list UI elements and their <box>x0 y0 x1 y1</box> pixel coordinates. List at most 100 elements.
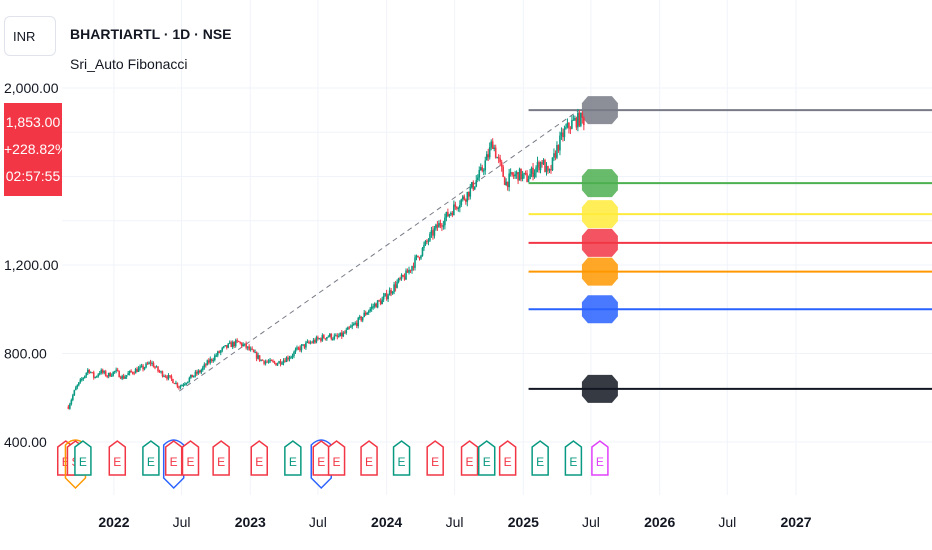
candle-body <box>378 300 380 302</box>
candle-body <box>243 343 246 345</box>
candle-body <box>320 338 322 341</box>
candle-body <box>212 360 215 362</box>
candle-body <box>363 312 366 318</box>
candle-body <box>478 170 481 178</box>
candle-body <box>145 363 147 368</box>
candle-body <box>539 162 542 171</box>
candle-body <box>436 224 439 228</box>
candle-body <box>75 387 77 391</box>
candle-body <box>218 351 221 353</box>
candle-body <box>196 371 198 374</box>
earnings-event-marker[interactable]: E <box>108 440 127 476</box>
earnings-event-marker[interactable]: E <box>360 440 378 476</box>
candle-body <box>296 347 298 350</box>
candle-body <box>234 340 237 347</box>
candle-body <box>433 228 436 236</box>
time-axis: 2022 Jul 2023 Jul 2024 Jul 2025 Jul 2026 Jul 2027 <box>98 514 811 530</box>
candle-body <box>193 375 195 378</box>
candle-body <box>499 158 501 162</box>
candle-body <box>527 179 530 182</box>
candle-body <box>348 327 351 329</box>
symbol-title[interactable]: BHARTIARTL · 1D · NSE <box>70 26 232 42</box>
candle-body <box>547 166 549 171</box>
earnings-event-marker[interactable]: E <box>591 440 609 476</box>
candle-body <box>506 181 509 188</box>
candle-body <box>279 361 282 365</box>
candle-body <box>346 327 349 330</box>
candle-body <box>275 363 277 366</box>
earnings-event-label: E <box>431 455 439 469</box>
earnings-event-marker[interactable]: E <box>531 440 549 476</box>
candle-body <box>469 187 472 197</box>
earnings-event-label: E <box>596 455 604 469</box>
earnings-event-marker[interactable]: E <box>250 440 268 476</box>
candle-body <box>426 240 428 242</box>
candle-body <box>370 306 373 309</box>
candle-body <box>199 370 201 373</box>
candle-body <box>113 371 116 373</box>
candle-body <box>415 255 418 258</box>
candle-body <box>236 340 238 342</box>
candle-body <box>451 212 454 216</box>
candle-body <box>544 160 546 173</box>
candle-body <box>460 199 463 206</box>
candle-body <box>326 337 328 340</box>
candle-body <box>568 122 570 129</box>
candle-body <box>441 225 443 227</box>
candle-body <box>98 373 101 375</box>
candle-body <box>393 284 395 292</box>
earnings-event-marker[interactable]: E <box>392 440 411 476</box>
earnings-event-label: E <box>170 455 178 469</box>
earnings-event-marker[interactable]: E <box>564 440 583 476</box>
candle-body <box>230 342 233 348</box>
candle-body <box>73 390 76 396</box>
candle-body <box>255 352 258 359</box>
candle-body <box>420 255 422 259</box>
price-axis: 400.00 800.00 1,200.00 2,000.00 <box>4 80 59 450</box>
price-change: +228.82% <box>4 141 68 157</box>
earnings-event-marker[interactable]: E <box>74 440 92 476</box>
candle-body <box>494 147 497 158</box>
candle-body <box>148 362 150 365</box>
indicator-title[interactable]: Sri_Auto Fibonacci <box>70 56 188 72</box>
earnings-event-label: E <box>217 455 225 469</box>
candle-body <box>130 370 132 373</box>
time-tick-label: 2027 <box>780 514 811 530</box>
candle-body <box>182 384 185 386</box>
candle-body <box>335 335 337 337</box>
candle-body <box>459 205 461 208</box>
earnings-event-marker[interactable]: E <box>498 440 517 476</box>
earnings-event-marker[interactable]: E <box>426 440 444 476</box>
candle-body <box>284 360 286 363</box>
earnings-event-marker[interactable]: E <box>327 440 346 476</box>
earnings-event-marker[interactable]: E <box>142 440 160 476</box>
candle-body <box>293 351 295 356</box>
candle-body <box>456 206 458 209</box>
candle-body <box>577 112 579 128</box>
candle-body <box>520 168 522 180</box>
time-tick-label: Jul <box>309 514 327 530</box>
earnings-event-marker[interactable]: E <box>162 439 185 490</box>
candle-body <box>273 361 276 364</box>
earnings-event-label: E <box>483 455 491 469</box>
candle-body <box>139 366 141 369</box>
candle-body <box>411 266 413 271</box>
candle-body <box>308 341 310 343</box>
currency-label: INR <box>13 28 36 44</box>
candle-body <box>439 223 442 226</box>
candle-body <box>167 375 170 379</box>
currency-button[interactable]: INR <box>4 16 56 56</box>
candle-body <box>109 372 111 377</box>
earnings-event-marker[interactable]: E <box>212 440 230 476</box>
candle-body <box>445 211 448 218</box>
candle-body <box>149 362 152 364</box>
earnings-event-marker[interactable]: E <box>284 440 302 476</box>
candle-body <box>447 211 449 217</box>
candle-body <box>288 358 291 360</box>
candle-body <box>237 340 240 343</box>
earnings-event-marker[interactable]: E <box>181 440 200 476</box>
earnings-event-marker[interactable]: E <box>460 440 479 476</box>
earnings-event-marker[interactable]: E <box>477 440 496 476</box>
candle-body <box>89 372 92 374</box>
